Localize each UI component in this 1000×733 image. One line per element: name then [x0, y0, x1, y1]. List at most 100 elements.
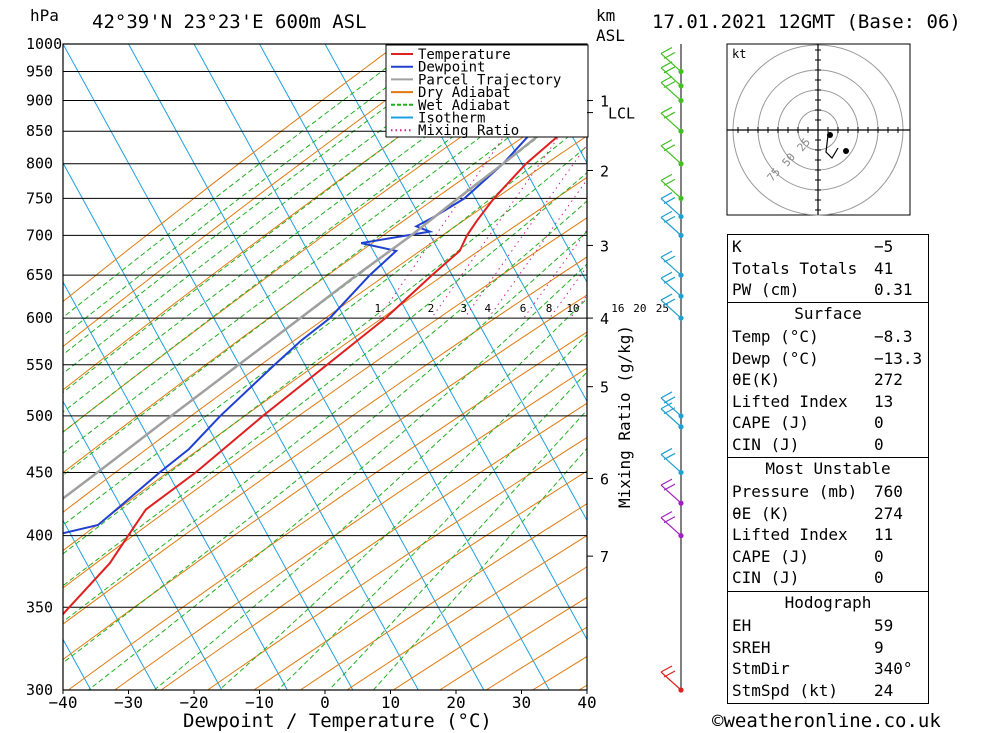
stat-row: SREH 9	[728, 637, 928, 659]
stat-value: 11	[874, 525, 894, 545]
mixing-ratio-label: 1	[375, 302, 382, 315]
mixing-ratio-label: 3	[460, 302, 467, 315]
stat-row: CIN (J) 0	[728, 434, 928, 456]
wet-adiabat-line	[63, 44, 524, 394]
most-unstable-title: Most Unstable	[765, 459, 891, 478]
wind-barb	[660, 478, 682, 504]
stat-value: 0.31	[874, 280, 913, 300]
dry-adiabat-line	[68, 331, 587, 690]
stat-value: −8.3	[874, 327, 913, 346]
wind-barb	[660, 46, 682, 72]
km-tick-label: 7	[600, 548, 609, 566]
wet-adiabat-line	[63, 200, 587, 623]
x-axis-title: Dewpoint / Temperature (°C)	[183, 710, 492, 732]
stat-label: Pressure (mb)	[732, 482, 858, 501]
km-tick-label: 2	[600, 162, 609, 180]
stat-label: Lifted Index	[732, 391, 848, 411]
wet-adiabat-line	[63, 145, 587, 555]
credit-text: ©weatheronline.co.uk	[712, 710, 941, 732]
isotherm-line	[324, 44, 587, 522]
pressure-tick-label: 650	[26, 266, 53, 284]
stat-value: 0	[874, 568, 884, 588]
pressure-tick-label: 700	[26, 226, 53, 244]
x-tick-label: 30	[512, 693, 531, 712]
wind-barb	[660, 76, 682, 101]
isotherm-line	[63, 519, 157, 690]
mixing-ratio-label: 2	[428, 302, 435, 315]
legend-label: Mixing Ratio	[418, 123, 519, 139]
pressure-tick-label: 600	[26, 309, 53, 327]
pressure-tick-label: 550	[26, 356, 53, 374]
stat-value: −5	[874, 237, 894, 256]
dry-adiabat-line	[160, 402, 587, 690]
mixing-ratio-label: 20	[633, 302, 646, 315]
hodograph-trace	[825, 134, 839, 159]
wind-barb	[660, 665, 682, 691]
mixing-ratio-label: 8	[546, 302, 553, 315]
pressure-tick-label: 300	[26, 681, 53, 699]
isotherm-line	[521, 44, 587, 165]
hodograph-point	[827, 132, 833, 138]
stat-value: 59	[874, 616, 894, 635]
indices-box: K −5 Totals Totals 41 PW (cm) 0.31	[727, 234, 929, 303]
stat-label: θE (K)	[732, 503, 790, 523]
stat-label: StmDir	[732, 659, 790, 679]
surface-title: Surface	[794, 304, 862, 323]
isotherm-line	[259, 44, 587, 641]
stat-value: 24	[874, 680, 894, 700]
wind-barb	[660, 173, 682, 199]
mixing-ratio-label: 25	[656, 302, 669, 315]
wet-adiabat-line	[63, 230, 587, 664]
wind-barb	[660, 293, 682, 319]
stat-value: 0	[874, 546, 884, 566]
stat-label: CAPE (J)	[732, 413, 810, 433]
x-tick-label: 10	[381, 693, 400, 712]
pressure-tick-label: 850	[26, 122, 53, 140]
stat-row: CAPE (J) 0	[728, 546, 928, 568]
legend-label: Parcel Trajectory	[418, 72, 561, 88]
dry-adiabat-line	[300, 503, 587, 690]
wind-barb	[660, 192, 682, 217]
stat-value: 9	[874, 637, 884, 657]
wind-barb	[660, 391, 682, 417]
pressure-tick-label: 450	[26, 463, 53, 481]
wind-barb	[660, 139, 682, 165]
location-title: 42°39'N 23°23'E 600m ASL	[92, 11, 367, 33]
stat-value: 760	[874, 482, 903, 501]
stat-value: 41	[874, 258, 894, 278]
km-tick-label: 1	[600, 93, 609, 111]
dry-adiabat-line	[207, 436, 587, 690]
surface-box: Surface Temp (°C) −8.3 Dewp (°C) −13.3 θE(K)…	[727, 302, 929, 458]
km-height-axis: 1 2 3 4 5 6 7 LCL	[587, 93, 635, 566]
mixing-ratio-label: 16	[611, 302, 624, 315]
stat-value: 272	[874, 370, 903, 390]
stat-row: CIN (J) 0	[728, 567, 928, 589]
isotherm-line	[193, 44, 550, 690]
isotherm-line	[63, 162, 354, 690]
isotherm-line	[63, 400, 223, 690]
x-tick-label: 40	[577, 693, 596, 712]
stat-label: Dewp (°C)	[732, 348, 819, 368]
stat-label: CIN (J)	[732, 568, 800, 588]
stat-row: θE (K) 274	[728, 503, 928, 525]
stat-value: 0	[874, 434, 884, 454]
legend-label: Wet Adiabat	[418, 98, 511, 114]
x-tick-label: 0	[320, 693, 330, 712]
isotherm-line	[0, 44, 25, 690]
km-tick-label: LCL	[608, 105, 635, 123]
stat-row: Pressure (mb) 760	[728, 481, 928, 503]
stat-label: Totals Totals	[732, 258, 858, 278]
stat-row: Lifted Index 11	[728, 524, 928, 546]
stat-label: CAPE (J)	[732, 546, 810, 566]
hodograph-stats-box: Hodograph EH 59 SREH 9 StmDir 340° StmSpd (kt)…	[727, 591, 929, 704]
dry-adiabat-line	[114, 367, 587, 690]
stat-label: SREH	[732, 637, 771, 657]
stat-label: θE(K)	[732, 370, 781, 390]
wet-adiabat-line	[63, 44, 576, 433]
stat-value: −13.3	[874, 348, 923, 368]
axes: 1 2 3 4 6 8 10 16 20 25 −40 −30 −20 −10 0 10 20 30 40	[49, 302, 669, 712]
stat-label: K	[732, 237, 742, 256]
wet-adiabat-line	[277, 371, 587, 690]
dry-adiabat-line	[63, 294, 587, 661]
